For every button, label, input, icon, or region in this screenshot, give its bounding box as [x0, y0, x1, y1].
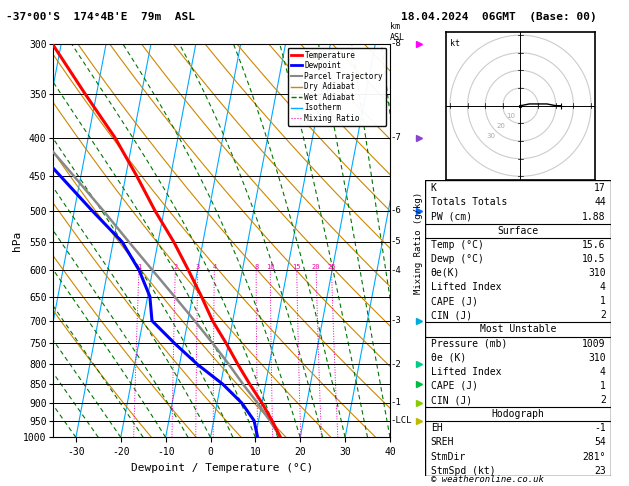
Text: © weatheronline.co.uk: © weatheronline.co.uk	[431, 474, 543, 484]
Text: 20: 20	[496, 122, 505, 129]
Text: -2: -2	[390, 360, 401, 369]
Text: CAPE (J): CAPE (J)	[431, 381, 478, 391]
Text: -3: -3	[390, 316, 401, 325]
Text: 2: 2	[600, 395, 606, 405]
Text: 4: 4	[600, 282, 606, 292]
Text: 10: 10	[506, 113, 515, 119]
Text: 17: 17	[594, 183, 606, 193]
Text: Pressure (mb): Pressure (mb)	[431, 339, 507, 348]
Text: -4: -4	[390, 266, 401, 275]
Y-axis label: hPa: hPa	[11, 230, 21, 251]
Text: 281°: 281°	[582, 451, 606, 462]
Text: -37°00'S  174°4B'E  79m  ASL: -37°00'S 174°4B'E 79m ASL	[6, 12, 195, 22]
Text: θe(K): θe(K)	[431, 268, 460, 278]
Text: CIN (J): CIN (J)	[431, 395, 472, 405]
Text: 23: 23	[594, 466, 606, 476]
Legend: Temperature, Dewpoint, Parcel Trajectory, Dry Adiabat, Wet Adiabat, Isotherm, Mi: Temperature, Dewpoint, Parcel Trajectory…	[287, 48, 386, 126]
Text: Lifted Index: Lifted Index	[431, 282, 501, 292]
Text: 3: 3	[196, 263, 200, 270]
Text: Dewp (°C): Dewp (°C)	[431, 254, 484, 264]
Text: km
ASL: km ASL	[390, 22, 405, 41]
Text: -1: -1	[390, 399, 401, 407]
Text: StmDir: StmDir	[431, 451, 466, 462]
Text: CIN (J): CIN (J)	[431, 311, 472, 320]
Text: kt: kt	[450, 39, 460, 48]
Text: 8: 8	[254, 263, 259, 270]
Text: 1009: 1009	[582, 339, 606, 348]
Text: 20: 20	[312, 263, 320, 270]
Text: 310: 310	[588, 353, 606, 363]
X-axis label: Dewpoint / Temperature (°C): Dewpoint / Temperature (°C)	[131, 463, 313, 473]
Text: 18.04.2024  06GMT  (Base: 00): 18.04.2024 06GMT (Base: 00)	[401, 12, 597, 22]
Text: 1.88: 1.88	[582, 211, 606, 222]
Text: Hodograph: Hodograph	[492, 409, 545, 419]
Text: Mixing Ratio (g/kg): Mixing Ratio (g/kg)	[414, 192, 423, 294]
Text: θe (K): θe (K)	[431, 353, 466, 363]
Text: 10: 10	[266, 263, 274, 270]
Text: PW (cm): PW (cm)	[431, 211, 472, 222]
Text: CAPE (J): CAPE (J)	[431, 296, 478, 306]
Text: 54: 54	[594, 437, 606, 448]
Text: Surface: Surface	[498, 226, 539, 236]
Text: 310: 310	[588, 268, 606, 278]
Text: 4: 4	[212, 263, 216, 270]
Text: Temp (°C): Temp (°C)	[431, 240, 484, 250]
Text: 2: 2	[173, 263, 177, 270]
Text: Lifted Index: Lifted Index	[431, 367, 501, 377]
Text: 1: 1	[600, 296, 606, 306]
Text: 10.5: 10.5	[582, 254, 606, 264]
Text: 15.6: 15.6	[582, 240, 606, 250]
Text: 1: 1	[137, 263, 142, 270]
Text: 30: 30	[486, 133, 495, 139]
Text: -6: -6	[390, 206, 401, 215]
Text: K: K	[431, 183, 437, 193]
Text: 1: 1	[600, 381, 606, 391]
Text: -7: -7	[390, 133, 401, 142]
Text: -5: -5	[390, 238, 401, 246]
Text: Totals Totals: Totals Totals	[431, 197, 507, 208]
Text: Most Unstable: Most Unstable	[480, 325, 557, 334]
Text: 15: 15	[292, 263, 301, 270]
Text: 4: 4	[600, 367, 606, 377]
Text: -LCL: -LCL	[390, 416, 411, 425]
Text: EH: EH	[431, 423, 443, 434]
Text: 2: 2	[600, 311, 606, 320]
Text: -1: -1	[594, 423, 606, 434]
Text: 44: 44	[594, 197, 606, 208]
Text: StmSpd (kt): StmSpd (kt)	[431, 466, 496, 476]
Text: 25: 25	[327, 263, 336, 270]
Text: SREH: SREH	[431, 437, 454, 448]
Text: -8: -8	[390, 39, 401, 48]
